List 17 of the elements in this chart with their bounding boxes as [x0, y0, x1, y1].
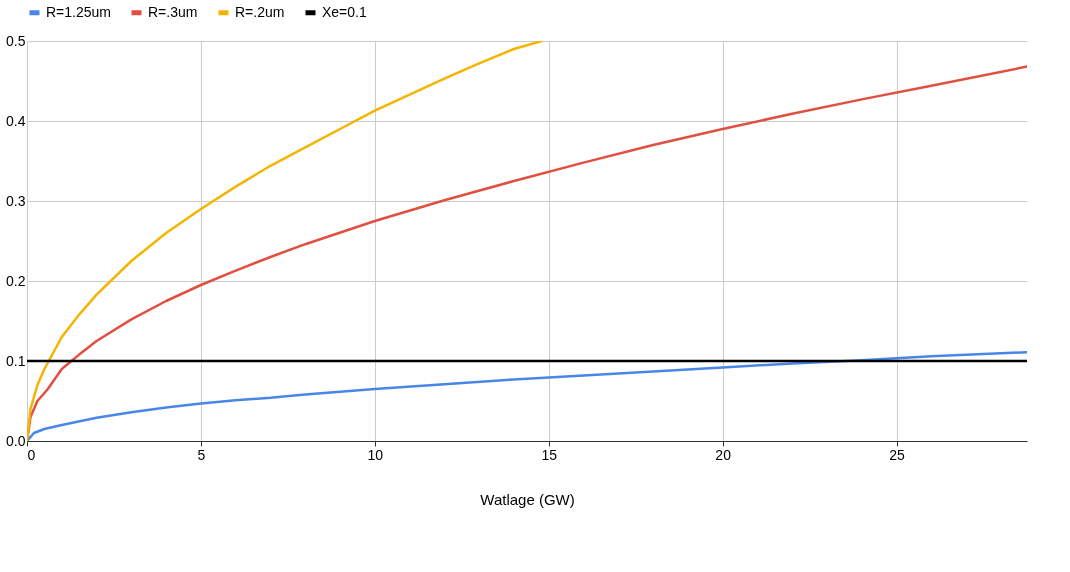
x-tick-label: 25 — [889, 446, 906, 463]
legend-label: R=1.25um — [46, 3, 111, 20]
x-axis-title: Watlage (GW) — [480, 490, 575, 508]
y-tick-label: 0.4 — [6, 112, 26, 129]
y-tick-label: 0.5 — [6, 32, 26, 49]
x-tick-label: 10 — [367, 446, 384, 463]
legend-label: R=.3um — [148, 3, 198, 20]
x-tick-label: 15 — [541, 446, 558, 463]
y-tick-label: 0.1 — [6, 352, 26, 369]
legend-label: Xe=0.1 — [322, 3, 367, 20]
x-tick-label: 5 — [197, 446, 206, 463]
y-tick-label: 0.0 — [6, 432, 26, 449]
legend-label: R=.2um — [235, 3, 285, 20]
y-tick-label: 0.2 — [6, 272, 26, 289]
x-tick-label: 20 — [715, 446, 732, 463]
x-tick-label: 0 — [27, 446, 36, 463]
y-tick-label: 0.3 — [6, 192, 26, 209]
